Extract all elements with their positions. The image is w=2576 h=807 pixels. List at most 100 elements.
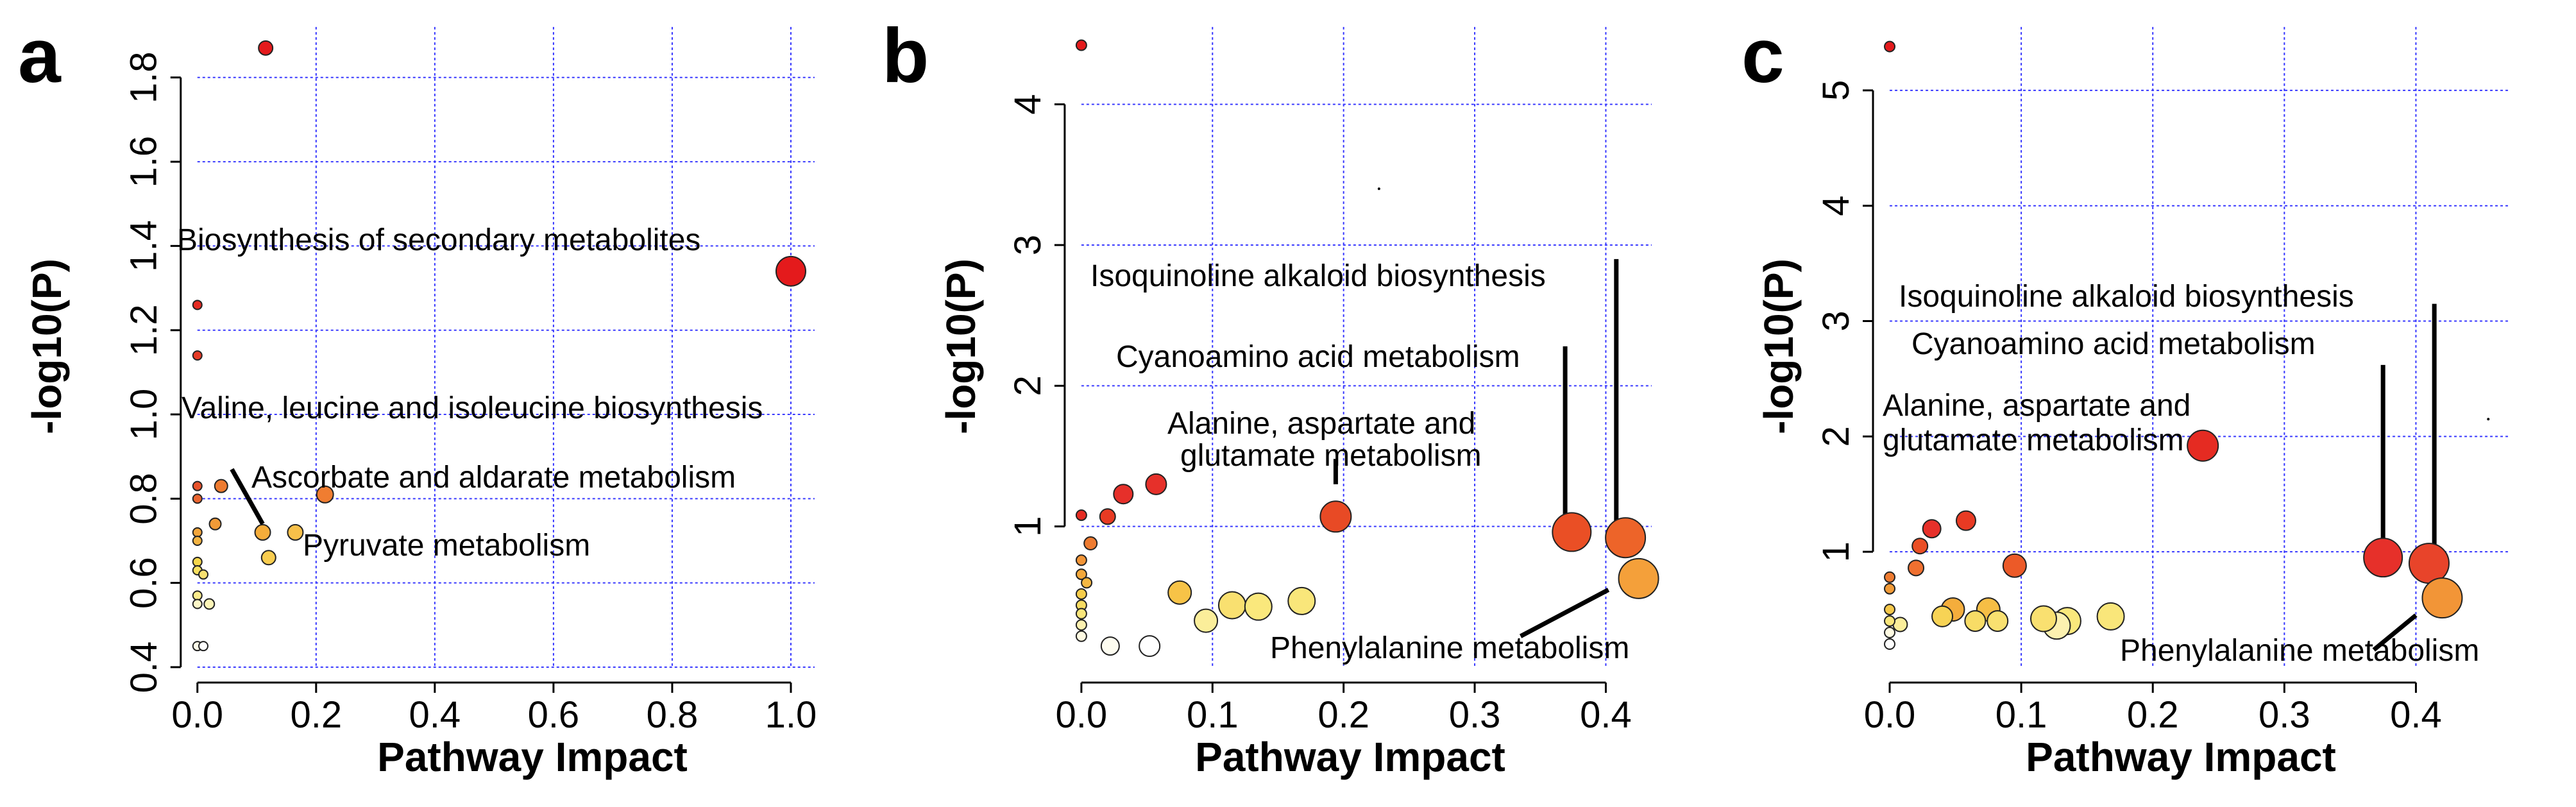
panel-a-point-5 <box>192 493 203 504</box>
panel-c-point-7 <box>1911 538 1929 555</box>
panel-a-point-12 <box>287 523 304 541</box>
panel-b-annotation: Cyanoamino acid metabolism <box>1116 340 1520 374</box>
panel-b-point-25 <box>1377 187 1380 191</box>
panel-b-point-1 <box>1075 509 1087 522</box>
panel-a-y-tick-label: 1.2 <box>123 304 165 356</box>
panel-c-point-3 <box>2408 543 2450 584</box>
panel-b-point-18 <box>1244 592 1273 621</box>
panel-b-annotation: glutamate metabolism <box>1180 439 1482 473</box>
panel-b-point-14 <box>1075 588 1087 600</box>
panel-c-point-15 <box>1931 605 1954 627</box>
panel-c-point-10 <box>1908 559 1925 577</box>
panel-c: 0.0 0.1 0.2 0.3 0.4 1 2 3 4 5 Pathway Impact -log10… <box>1741 13 2508 780</box>
panel-a-point-6 <box>214 479 228 493</box>
panel-c-annotation: Phenylalanine metabolism <box>2120 634 2479 668</box>
panel-c-y-tick-label: 5 <box>1815 80 1857 101</box>
panel-b-x-tick-label: 0.1 <box>1187 694 1239 736</box>
panel-b-annotation: Alanine, aspartate and <box>1167 407 1475 441</box>
panel-b-letter: b <box>882 13 929 99</box>
panel-a-x-tick-label: 0.6 <box>528 694 580 736</box>
panel-b-point-5 <box>1319 500 1352 533</box>
panel-a-annotation: Pyruvate metabolism <box>303 529 590 563</box>
panel-b-annotation: Isoquinoline alkaloid biosynthesis <box>1090 259 1546 293</box>
panel-b-point-12 <box>1081 577 1093 589</box>
panel-c-x-tick-label: 0.4 <box>2390 694 2442 736</box>
panel-a-x-tick-label: 0.8 <box>647 694 699 736</box>
panel-a-point-17 <box>192 590 203 601</box>
panel-b-point-3 <box>1113 484 1134 505</box>
panel-b-point-6 <box>1552 512 1592 552</box>
panel-a-point-3 <box>192 350 203 361</box>
panel-a-y-tick-label: 0.6 <box>123 557 165 609</box>
panel-b-leader-line-3 <box>1519 588 1610 638</box>
panel-a-y-tick-label: 1.4 <box>123 220 165 272</box>
panel-c-point-9 <box>1884 571 1896 583</box>
panel-c-point-18 <box>2029 605 2057 633</box>
panel-a-y-axis-title: -log10(P) <box>24 259 70 434</box>
panel-c-annotation: Isoquinoline alkaloid biosynthesis <box>1899 280 2354 314</box>
panel-c-point-23 <box>1892 616 1908 633</box>
panel-b-y-axis-title: -log10(P) <box>938 259 984 434</box>
panel-c-x-tick-label: 0.0 <box>1864 694 1916 736</box>
panel-a-x-axis-title: Pathway Impact <box>377 734 688 780</box>
panel-a-point-11 <box>254 523 271 541</box>
panel-c-point-20 <box>2096 602 2125 631</box>
panel-a-x-tick-label: 1.0 <box>765 694 817 736</box>
panel-a-point-1 <box>775 255 806 287</box>
panel-a-annotation: Ascorbate and aldarate metabolism <box>251 461 736 495</box>
panel-b-x-tick-label: 0.3 <box>1449 694 1501 736</box>
panel-b-y-tick-label: 4 <box>1007 94 1049 115</box>
panel-c-letter: c <box>1741 13 1784 99</box>
panel-b-point-16 <box>1075 607 1087 620</box>
panel-b-y-tick-label: 1 <box>1007 516 1049 537</box>
panel-a-point-21 <box>198 641 209 652</box>
panel-a-point-10 <box>192 536 203 547</box>
panel-b-point-24 <box>1139 635 1161 658</box>
panel-b-point-21 <box>1075 619 1087 631</box>
panel-c-point-2 <box>2363 538 2403 578</box>
panel-b-point-17 <box>1217 591 1246 620</box>
panel-c-x-tick-label: 0.2 <box>2127 694 2179 736</box>
panel-c-y-tick-label: 1 <box>1815 541 1857 562</box>
panel-c-x-tick-label: 0.3 <box>2258 694 2310 736</box>
panel-c-point-16 <box>1964 610 1987 633</box>
panel-b-point-13 <box>1167 580 1192 605</box>
panel-b-annotation: Phenylalanine metabolism <box>1270 631 1629 665</box>
panel-a-y-tick-label: 0.8 <box>123 473 165 525</box>
panel-a-point-18 <box>203 598 216 610</box>
panel-a-point-9 <box>192 527 203 538</box>
panel-b-x-tick-label: 0.4 <box>1580 694 1632 736</box>
panel-c-point-24 <box>1884 627 1896 639</box>
panel-b-x-tick-label: 0.0 <box>1056 694 1108 736</box>
panel-b-point-4 <box>1145 473 1167 495</box>
panel-b-y-tick-label: 3 <box>1007 235 1049 255</box>
panel-a-point-7 <box>316 485 334 504</box>
panel-c-point-22 <box>1884 615 1896 627</box>
panel-c-point-0 <box>1884 40 1896 53</box>
panel-c-point-17 <box>1987 610 2009 633</box>
panel-b-point-19 <box>1287 586 1316 615</box>
panel-a-leader-line-0 <box>230 468 265 525</box>
panel-a-y-tick-label: 1.0 <box>123 389 165 441</box>
panel-c-y-tick-label: 4 <box>1815 196 1857 216</box>
panel-b: 0.0 0.1 0.2 0.3 0.4 1 2 3 4 Pathway Impact -log10(… <box>882 13 1659 780</box>
panel-a-y-tick-label: 1.6 <box>123 136 165 188</box>
panel-a-point-19 <box>192 599 203 609</box>
panel-c-annotation: Cyanoamino acid metabolism <box>1911 327 2316 361</box>
panel-b-point-11 <box>1075 568 1087 581</box>
panel-c-point-14 <box>1884 604 1896 616</box>
panel-b-point-8 <box>1618 557 1659 599</box>
panel-a-point-0 <box>258 40 274 56</box>
panel-c-y-axis-title: -log10(P) <box>1756 259 1802 434</box>
panel-c-point-1 <box>2187 429 2219 462</box>
panel-c-annotation: glutamate metabolism <box>1883 423 2184 457</box>
panel-b-x-axis-title: Pathway Impact <box>1195 734 1505 780</box>
panel-a: 0.0 0.2 0.4 0.6 0.8 1.0 0.4 0.6 0.8 1.0 1.2 1.4 1.6 1… <box>18 13 817 780</box>
panel-c-x-axis-title: Pathway Impact <box>2026 734 2336 780</box>
panel-c-leader-line-2 <box>2372 613 2418 652</box>
panel-c-point-8 <box>2002 553 2027 578</box>
panel-c-x-tick-label: 0.1 <box>1996 694 2047 736</box>
panel-b-point-22 <box>1075 630 1087 642</box>
panel-a-point-13 <box>260 550 276 566</box>
panel-b-point-23 <box>1100 636 1120 656</box>
